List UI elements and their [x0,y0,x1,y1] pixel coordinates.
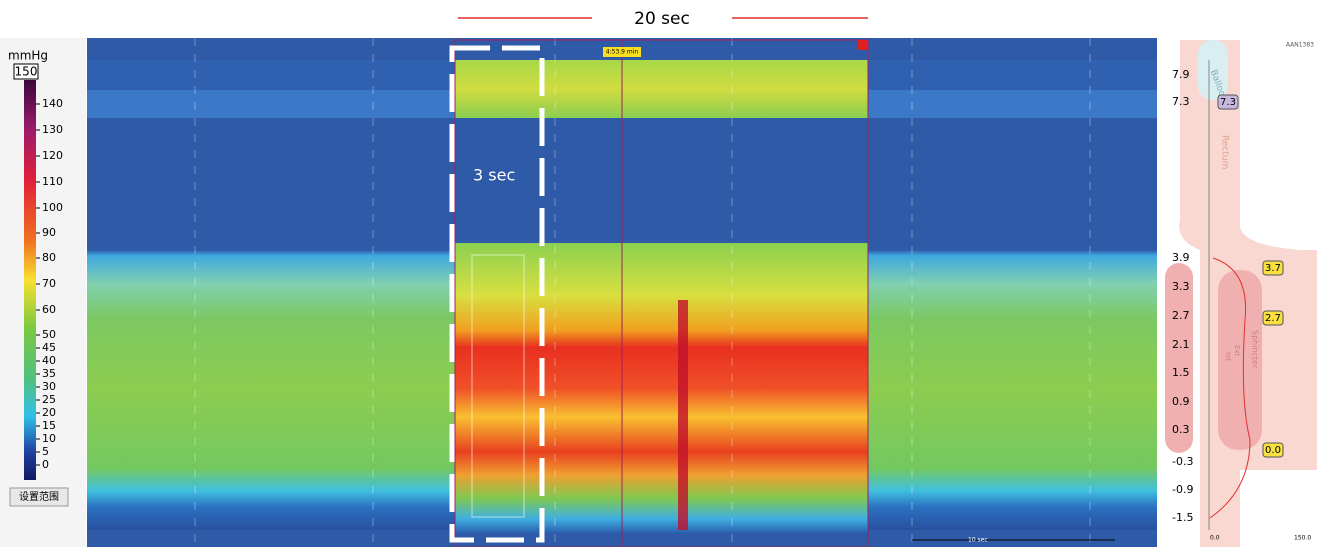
rectum-label: Rectum [1220,135,1230,169]
band [455,243,868,533]
heatmap: 4:53.9 min 3 sec 10 sec [87,38,1157,547]
depth-label: 0.3 [1172,423,1190,436]
depth-label: -1.5 [1172,511,1193,524]
tick-label: 120 [42,149,63,162]
tick-label: 35 [42,367,56,380]
depth-label: -0.3 [1172,455,1193,468]
marker-label: 2.7 [1265,313,1281,324]
scale-label: 10 sec [968,537,988,544]
tick-label: 0 [42,458,49,471]
depth-label: -0.9 [1172,483,1193,496]
tick-label: 60 [42,303,56,316]
tick-label: 110 [42,175,63,188]
tick-label: 80 [42,251,56,264]
color-scale [24,80,36,480]
tick-label: 140 [42,97,63,110]
tick-label: 90 [42,226,56,239]
tick-label: 30 [42,380,56,393]
screen: 20 sec mmHg 150 设置范围 1401301201101009080… [0,0,1317,547]
tick-label: 70 [42,277,56,290]
band [87,250,455,530]
depth-label: 2.7 [1172,309,1190,322]
depth-label: 3.9 [1172,251,1190,264]
colorbar-panel: mmHg 150 设置范围 14013012011010090807060504… [0,38,86,547]
band [87,90,455,118]
sphincter-label: Sphincter [1251,330,1260,369]
depth-label: 2.1 [1172,338,1190,351]
band [455,60,868,118]
range-button-label[interactable]: 设置范围 [19,490,59,503]
page: {"header":{"duration_label":"20 sec"}, "… [0,0,1317,547]
tick-label: 25 [42,393,56,406]
int-text: Int [1224,352,1232,362]
marker-label: 3.7 [1265,263,1281,274]
tick-label: 45 [42,341,56,354]
tick-label: 5 [42,445,49,458]
max-label: 150 [15,65,38,79]
close-button[interactable] [858,40,868,50]
tick-label: 15 [42,419,56,432]
window-label: 3 sec [473,166,515,185]
tick-label: 50 [42,328,56,341]
duration-label: 20 sec [634,9,690,29]
band [868,60,1157,90]
tick-label: 20 [42,406,56,419]
band [868,90,1157,118]
id-label: AAN1383 [1286,42,1314,49]
tick-label: 100 [42,201,63,214]
tick-label: 40 [42,354,56,367]
band [868,250,1157,530]
unit-label: mmHg [8,49,48,63]
tick-label: 130 [42,123,63,136]
band [87,60,455,90]
header: 20 sec [458,9,868,29]
ext-text: Ext [1233,345,1241,357]
time-label: 4:53.9 min [606,49,639,56]
depth-label: 7.9 [1172,68,1190,81]
marker-label: 7.3 [1220,97,1236,108]
depth-label: 0.9 [1172,395,1190,408]
marker-label: 0.0 [1265,445,1281,456]
anatomy-panel: AAN1383 Balloon Rectum Sphincter Ext Int… [1159,38,1317,547]
depth-label: 3.3 [1172,280,1190,293]
axis-end: 150.0 [1294,535,1311,542]
axis-start: 0.0 [1210,535,1220,542]
depth-label: 7.3 [1172,95,1190,108]
tick-label: 10 [42,432,56,445]
band [678,300,688,530]
depth-label: 1.5 [1172,366,1190,379]
